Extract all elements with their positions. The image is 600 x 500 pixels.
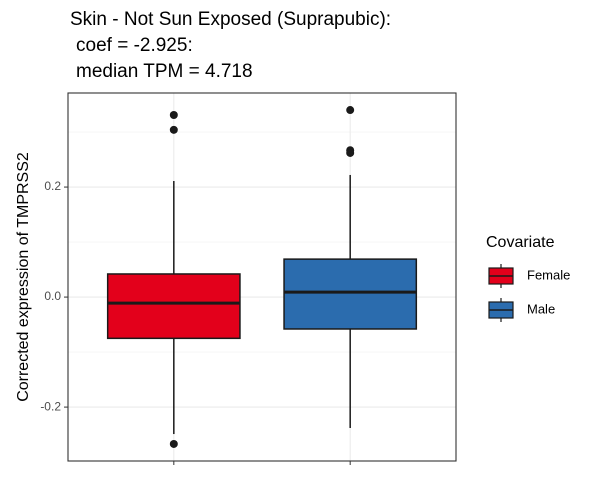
legend-label: Male: [527, 301, 555, 316]
chart-title: median TPM = 4.718: [76, 61, 253, 82]
chart-title: Skin - Not Sun Exposed (Suprapubic):: [70, 9, 391, 30]
box: [283, 258, 418, 330]
box: [106, 273, 241, 340]
y-tick-label: 0.0: [44, 289, 61, 303]
legend-label: Female: [527, 267, 570, 282]
outlier: [346, 148, 355, 157]
outlier: [169, 125, 178, 134]
outlier: [346, 106, 355, 115]
y-axis-label: Corrected expression of TMPRSS2: [15, 152, 32, 402]
legend-title: Covariate: [486, 234, 555, 251]
outlier: [169, 439, 178, 448]
y-tick-label: 0.2: [44, 179, 61, 193]
plot-border: [67, 92, 457, 462]
outlier: [169, 111, 178, 120]
y-tick-label: -0.2: [40, 399, 61, 413]
chart-title: coef = -2.925:: [76, 35, 193, 56]
